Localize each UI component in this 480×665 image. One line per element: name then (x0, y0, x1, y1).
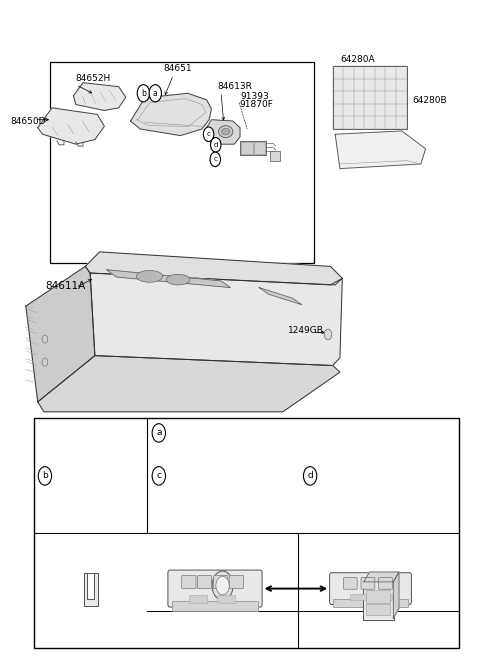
FancyBboxPatch shape (217, 595, 236, 603)
Polygon shape (84, 573, 98, 606)
Text: b: b (141, 89, 146, 98)
Polygon shape (38, 108, 104, 144)
FancyBboxPatch shape (350, 594, 368, 600)
Bar (49, 62, 314, 263)
Polygon shape (38, 356, 340, 412)
Circle shape (216, 577, 229, 595)
Text: c: c (213, 156, 217, 162)
Polygon shape (207, 120, 240, 144)
Text: 93351L: 93351L (198, 534, 232, 543)
Text: 93335A: 93335A (353, 534, 388, 543)
FancyBboxPatch shape (214, 575, 228, 589)
Text: 84651: 84651 (164, 65, 192, 73)
Text: b: b (42, 471, 48, 480)
FancyBboxPatch shape (374, 594, 392, 600)
Text: 64280B: 64280B (412, 96, 447, 104)
Text: 84613R: 84613R (217, 82, 252, 90)
Polygon shape (73, 82, 126, 110)
Bar (214, 585, 233, 604)
Text: 84650D: 84650D (11, 116, 46, 126)
FancyBboxPatch shape (168, 570, 262, 607)
Circle shape (149, 84, 161, 102)
FancyBboxPatch shape (343, 577, 357, 589)
Bar (254, 142, 265, 154)
Bar (333, 66, 407, 129)
Polygon shape (107, 270, 230, 287)
FancyBboxPatch shape (379, 577, 393, 589)
Bar (233, 596, 240, 604)
Text: 84611A: 84611A (45, 281, 85, 291)
Ellipse shape (218, 126, 233, 138)
Text: 96120L
96190Q: 96120L 96190Q (360, 529, 396, 548)
Bar (366, 590, 390, 603)
Polygon shape (259, 287, 302, 305)
Bar (240, 141, 266, 156)
Text: 91870F: 91870F (239, 100, 273, 109)
Bar (269, 151, 280, 161)
Text: 95120A: 95120A (171, 471, 208, 481)
FancyBboxPatch shape (172, 601, 258, 611)
Text: c: c (156, 471, 161, 480)
Bar (366, 604, 390, 615)
Text: 84652H: 84652H (76, 74, 111, 82)
Bar (35, 418, 459, 648)
Circle shape (324, 329, 332, 340)
Circle shape (137, 84, 150, 102)
Bar (241, 142, 253, 154)
Text: d: d (307, 471, 313, 480)
Ellipse shape (166, 275, 190, 285)
Circle shape (211, 138, 221, 152)
Circle shape (42, 358, 48, 366)
Polygon shape (85, 252, 342, 285)
FancyBboxPatch shape (330, 573, 411, 604)
Text: 84658N: 84658N (57, 471, 96, 481)
FancyBboxPatch shape (334, 599, 408, 607)
FancyBboxPatch shape (361, 577, 375, 589)
Polygon shape (26, 267, 95, 402)
Polygon shape (364, 572, 399, 582)
Text: 91393: 91393 (240, 92, 269, 100)
Circle shape (303, 467, 317, 485)
FancyBboxPatch shape (189, 595, 207, 603)
FancyBboxPatch shape (229, 575, 243, 589)
Bar (233, 578, 240, 595)
Polygon shape (131, 93, 212, 136)
Ellipse shape (221, 128, 230, 135)
Text: c: c (207, 131, 211, 137)
Polygon shape (90, 273, 342, 366)
FancyBboxPatch shape (363, 581, 394, 620)
Ellipse shape (136, 271, 163, 282)
Text: 64280A: 64280A (340, 55, 374, 64)
Text: a: a (156, 428, 162, 438)
FancyBboxPatch shape (182, 575, 196, 589)
Polygon shape (335, 131, 426, 169)
Text: 1249GB: 1249GB (288, 325, 324, 334)
Circle shape (38, 467, 51, 485)
Text: d: d (214, 142, 218, 148)
Circle shape (42, 335, 48, 343)
Circle shape (152, 424, 166, 442)
Circle shape (212, 571, 233, 600)
Polygon shape (393, 572, 399, 618)
Text: a: a (153, 89, 157, 98)
Circle shape (210, 152, 220, 167)
FancyBboxPatch shape (197, 575, 212, 589)
Circle shape (152, 467, 166, 485)
Circle shape (204, 127, 214, 142)
